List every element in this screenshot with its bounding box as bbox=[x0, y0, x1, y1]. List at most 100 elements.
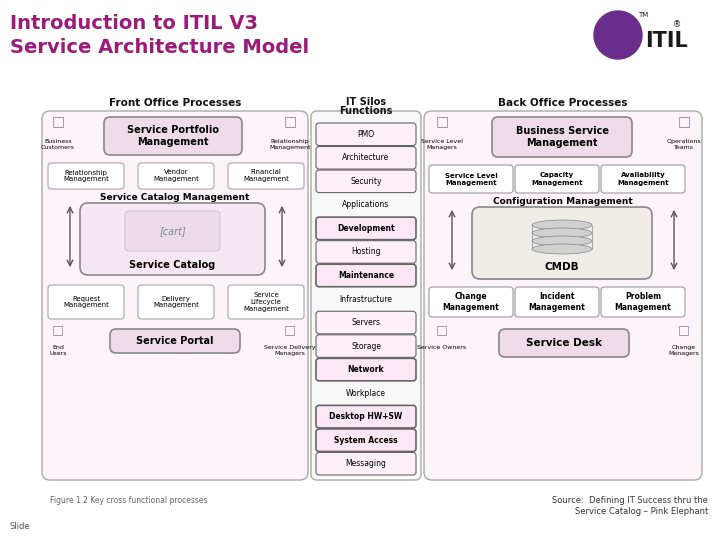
FancyBboxPatch shape bbox=[228, 285, 304, 319]
Text: Request
Management: Request Management bbox=[63, 295, 109, 308]
FancyBboxPatch shape bbox=[138, 285, 214, 319]
FancyBboxPatch shape bbox=[316, 264, 416, 287]
Text: Configuration Management: Configuration Management bbox=[493, 198, 633, 206]
FancyBboxPatch shape bbox=[42, 111, 308, 480]
Text: Availability
Management: Availability Management bbox=[617, 172, 669, 186]
Text: Back Office Processes: Back Office Processes bbox=[498, 98, 628, 108]
Text: Functions: Functions bbox=[339, 106, 392, 116]
Text: Service Catalog – Pink Elephant: Service Catalog – Pink Elephant bbox=[575, 507, 708, 516]
FancyBboxPatch shape bbox=[499, 329, 629, 357]
FancyBboxPatch shape bbox=[316, 311, 416, 334]
Text: Relationship
Management: Relationship Management bbox=[63, 170, 109, 183]
Text: Service Delivery
Managers: Service Delivery Managers bbox=[264, 345, 316, 356]
Text: Network: Network bbox=[348, 365, 384, 374]
Text: [cart]: [cart] bbox=[159, 226, 186, 236]
FancyBboxPatch shape bbox=[515, 287, 599, 317]
Text: Source:  Defining IT Success thru the: Source: Defining IT Success thru the bbox=[552, 496, 708, 505]
Text: □: □ bbox=[436, 114, 449, 128]
Text: Workplace: Workplace bbox=[346, 389, 386, 397]
Text: Storage: Storage bbox=[351, 342, 381, 350]
Ellipse shape bbox=[532, 236, 592, 246]
Text: Problem
Management: Problem Management bbox=[615, 292, 671, 312]
Text: IT Silos: IT Silos bbox=[346, 97, 386, 107]
Text: Infrastructure: Infrastructure bbox=[340, 294, 392, 303]
FancyBboxPatch shape bbox=[311, 111, 421, 480]
Circle shape bbox=[606, 23, 630, 47]
Text: PMO: PMO bbox=[357, 130, 374, 139]
Wedge shape bbox=[595, 11, 641, 30]
Text: Security: Security bbox=[350, 177, 382, 186]
Text: TM: TM bbox=[638, 12, 648, 18]
FancyBboxPatch shape bbox=[48, 163, 124, 189]
FancyBboxPatch shape bbox=[316, 217, 416, 240]
Text: Operations
Teams: Operations Teams bbox=[667, 139, 701, 150]
FancyBboxPatch shape bbox=[316, 335, 416, 357]
Text: Capacity
Management: Capacity Management bbox=[531, 172, 582, 186]
Text: Service Architecture Model: Service Architecture Model bbox=[10, 38, 309, 57]
Text: ITIL: ITIL bbox=[645, 31, 688, 51]
FancyBboxPatch shape bbox=[316, 241, 416, 263]
Text: □: □ bbox=[51, 114, 65, 128]
FancyBboxPatch shape bbox=[316, 359, 416, 381]
Text: □: □ bbox=[436, 323, 448, 336]
FancyBboxPatch shape bbox=[429, 287, 513, 317]
Text: Introduction to ITIL V3: Introduction to ITIL V3 bbox=[10, 14, 258, 33]
FancyBboxPatch shape bbox=[80, 203, 265, 275]
Text: Front Office Processes: Front Office Processes bbox=[109, 98, 241, 108]
Text: Vendor
Management: Vendor Management bbox=[153, 170, 199, 183]
Text: CMDB: CMDB bbox=[545, 262, 580, 272]
FancyBboxPatch shape bbox=[316, 406, 416, 428]
Text: Service Catalog: Service Catalog bbox=[130, 260, 215, 270]
Text: Change
Management: Change Management bbox=[443, 292, 500, 312]
FancyBboxPatch shape bbox=[492, 117, 632, 157]
FancyBboxPatch shape bbox=[316, 429, 416, 451]
Text: Financial
Management: Financial Management bbox=[243, 170, 289, 183]
Text: Service
Lifecycle
Management: Service Lifecycle Management bbox=[243, 292, 289, 312]
FancyBboxPatch shape bbox=[429, 165, 513, 193]
Text: Applications: Applications bbox=[343, 200, 390, 210]
Circle shape bbox=[594, 11, 642, 59]
FancyBboxPatch shape bbox=[601, 287, 685, 317]
Text: Service Level
Management: Service Level Management bbox=[445, 172, 498, 186]
Text: ®: ® bbox=[673, 20, 681, 29]
FancyBboxPatch shape bbox=[316, 453, 416, 475]
Text: Figure 1.2 Key cross functional processes: Figure 1.2 Key cross functional processe… bbox=[50, 496, 207, 505]
Text: Messaging: Messaging bbox=[346, 459, 387, 468]
Text: Service Level
Managers: Service Level Managers bbox=[421, 139, 463, 150]
Text: Service Catalog Management: Service Catalog Management bbox=[100, 193, 250, 202]
Text: □: □ bbox=[284, 323, 296, 336]
Text: Service Owners: Service Owners bbox=[418, 345, 467, 350]
Ellipse shape bbox=[532, 228, 592, 238]
FancyBboxPatch shape bbox=[316, 123, 416, 146]
Text: Incident
Management: Incident Management bbox=[528, 292, 585, 312]
Text: Slide: Slide bbox=[10, 522, 31, 531]
Text: □: □ bbox=[52, 323, 64, 336]
Text: Servers: Servers bbox=[351, 318, 380, 327]
Text: Delivery
Management: Delivery Management bbox=[153, 295, 199, 308]
Text: Service Portfolio
Management: Service Portfolio Management bbox=[127, 125, 219, 147]
Ellipse shape bbox=[532, 220, 592, 230]
FancyBboxPatch shape bbox=[138, 163, 214, 189]
Text: □: □ bbox=[678, 323, 690, 336]
Text: Architecture: Architecture bbox=[343, 153, 390, 163]
Text: Relationship
Management: Relationship Management bbox=[269, 139, 311, 150]
Text: Service Portal: Service Portal bbox=[136, 336, 214, 346]
Wedge shape bbox=[607, 37, 629, 47]
Text: End
Users: End Users bbox=[49, 345, 67, 356]
Circle shape bbox=[612, 29, 624, 41]
FancyBboxPatch shape bbox=[104, 117, 242, 155]
Ellipse shape bbox=[532, 244, 592, 254]
Circle shape bbox=[600, 17, 636, 53]
FancyBboxPatch shape bbox=[125, 211, 220, 251]
Text: Business Service
Management: Business Service Management bbox=[516, 126, 608, 148]
FancyBboxPatch shape bbox=[424, 111, 702, 480]
FancyBboxPatch shape bbox=[228, 163, 304, 189]
Text: Service Desk: Service Desk bbox=[526, 338, 602, 348]
FancyBboxPatch shape bbox=[515, 165, 599, 193]
Text: Maintenance: Maintenance bbox=[338, 271, 394, 280]
Text: Change
Managers: Change Managers bbox=[669, 345, 699, 356]
FancyBboxPatch shape bbox=[316, 146, 416, 169]
FancyBboxPatch shape bbox=[316, 170, 416, 193]
FancyBboxPatch shape bbox=[110, 329, 240, 353]
Text: Desktop HW+SW: Desktop HW+SW bbox=[329, 412, 402, 421]
